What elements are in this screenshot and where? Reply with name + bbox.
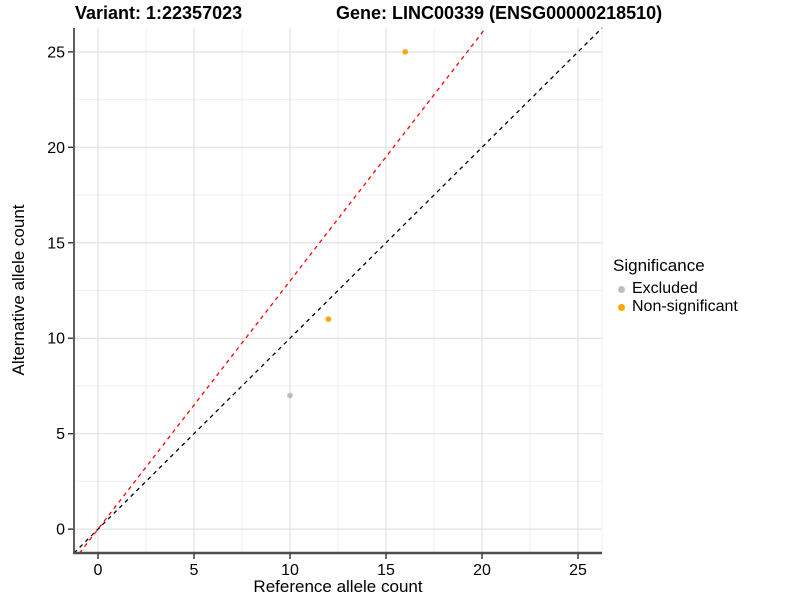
data-point [287, 392, 293, 399]
legend-item-non-significant: Non-significant [613, 298, 738, 316]
y-tick-label: 15 [47, 235, 65, 252]
x-axis-title: Reference allele count [253, 577, 423, 596]
x-tick-label: 10 [281, 562, 299, 579]
x-tick-label: 15 [377, 562, 395, 579]
data-point [325, 316, 332, 322]
non-significant-dot-icon [618, 303, 625, 311]
legend-item-excluded: Excluded [613, 280, 738, 298]
y-tick-label: 0 [56, 522, 65, 539]
legend-title: Significance [613, 256, 705, 275]
data-point [402, 49, 409, 55]
legend-label: Excluded [632, 280, 698, 297]
excluded-dot-icon [618, 285, 625, 293]
y-tick-label: 20 [47, 140, 65, 157]
expected-ratio-line [79, 27, 487, 554]
y-axis-title: Alternative allele count [9, 204, 28, 376]
gene-title: Gene: LINC00339 (ENSG00000218510) [336, 3, 663, 23]
legend: Significance Excluded Non-significant [613, 256, 738, 316]
legend-label: Non-significant [632, 298, 738, 315]
x-tick-label: 0 [94, 562, 103, 579]
x-tick-label: 25 [569, 562, 587, 579]
y-tick-label: 10 [47, 331, 65, 348]
y-tick-label: 25 [47, 44, 65, 61]
variant-title: Variant: 1:22357023 [75, 3, 243, 23]
x-tick-label: 20 [473, 562, 491, 579]
x-tick-label: 5 [190, 562, 199, 579]
y-tick-label: 5 [56, 426, 65, 443]
